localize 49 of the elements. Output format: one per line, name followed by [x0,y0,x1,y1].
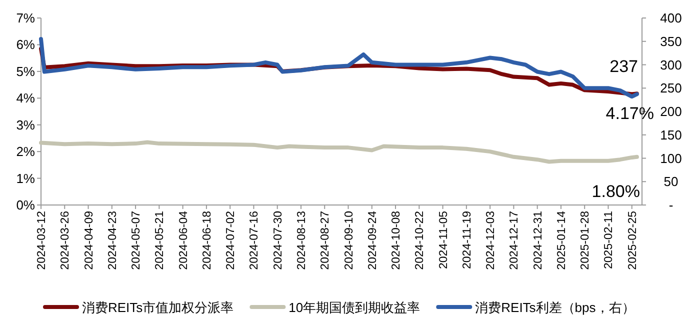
x-tick-label: 2024-12-31 [532,211,544,270]
x-tick-label: 2024-07-30 [272,211,284,270]
y2-tick-label: 200 [660,104,682,119]
x-tick-label: 2025-01-28 [580,211,592,270]
y-tick-label: 1% [16,170,36,186]
x-tick-label: 2025-02-11 [603,211,616,269]
y-tick-label: 7% [16,10,36,26]
x-tick-label: 2024-04-23 [106,211,119,270]
x-tick-label: 2025-02-25 [626,211,639,270]
x-tick-label: 2024-06-04 [178,210,190,270]
y-tick-label: 0% [16,198,36,212]
legend-label: 10年期国债到期收益率 [288,300,420,315]
x-tick-label: 2024-07-02 [225,211,238,270]
x-tick-label: 2024-04-09 [83,211,96,270]
y2-tick-label: 100 [660,150,682,166]
annotation: 4.17% [606,104,654,123]
y2-tick-label: 350 [660,34,682,49]
y-tick-label: 4% [16,90,36,106]
x-tick-label: 2024-12-17 [508,211,521,270]
x-tick-label: 2024-10-08 [390,211,403,270]
y2-tick-label: - [668,198,674,212]
x-tick-label: 2024-08-13 [296,211,308,270]
legend-label: 消费REITs利差（bps，右） [475,300,635,315]
x-tick-label: 2024-11-05 [438,211,450,269]
x-tick-label: 2025-01-14 [556,210,568,270]
x-tick-label: 2024-06-18 [201,211,214,270]
annotation: 1.80% [592,182,640,201]
x-tick-label: 2024-03-26 [60,211,72,270]
x-tick-label: 2024-07-16 [248,211,261,270]
x-tick-label: 2024-09-24 [366,210,379,270]
y-tick-label: 2% [16,144,36,160]
x-tick-label: 2024-12-03 [485,211,498,270]
annotation: 237 [610,57,638,76]
x-tick-label: 2024-08-27 [320,211,332,270]
y-tick-label: 6% [16,37,36,52]
x-tick-label: 2024-09-10 [343,211,356,270]
x-tick-label: 2024-11-19 [461,211,474,269]
x-tick-label: 2024-05-07 [130,211,143,270]
y2-tick-label: 400 [660,10,682,26]
legend-label: 消费REITs市值加权分派率 [82,300,234,315]
x-tick-label: 2024-05-21 [154,211,166,270]
y2-tick-label: 150 [660,127,682,142]
x-tick-label: 2024-10-22 [414,211,426,270]
y-tick-label: 5% [16,64,36,79]
y2-tick-label: 50 [664,174,678,190]
y2-tick-label: 250 [660,80,682,96]
y-tick-label: 3% [16,117,36,132]
x-tick-label: 2024-03-12 [36,211,48,270]
y2-tick-label: 300 [660,57,682,72]
